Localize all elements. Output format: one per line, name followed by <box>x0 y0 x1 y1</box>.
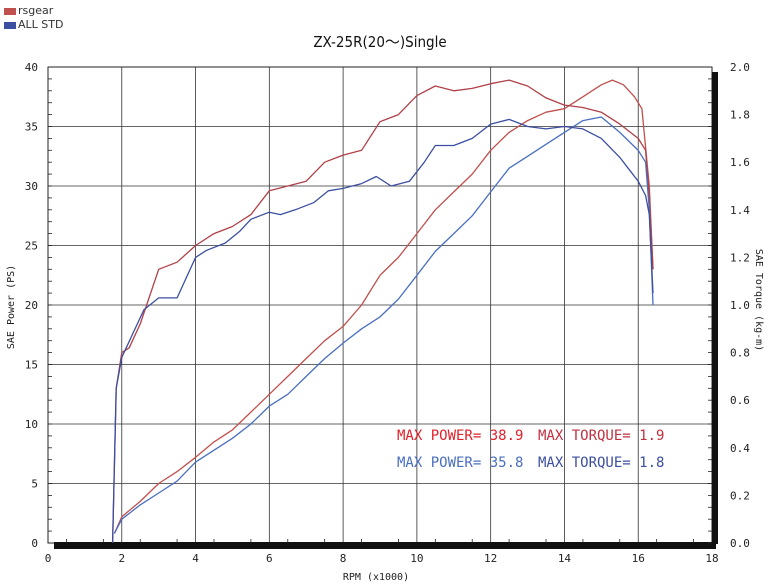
annotation-label: MAX POWER= 38.9 <box>397 428 523 444</box>
x-tick-label: 10 <box>410 552 423 565</box>
y2-axis-bar <box>712 72 718 544</box>
y-tick-label: 30 <box>25 180 38 193</box>
legend-item-rsgear: rsgear <box>4 4 63 18</box>
y2-tick-label: 0.0 <box>730 537 750 550</box>
y2-tick-label: 1.8 <box>730 109 750 122</box>
series-line-all-std-torque <box>111 118 654 544</box>
x-tick-label: 2 <box>118 552 125 565</box>
grid <box>47 66 713 544</box>
y-tick-label: 35 <box>25 121 38 134</box>
y-tick-label: 0 <box>31 537 38 550</box>
axes: 0 2 4 6 8 10 12 14 16 18 0 5 10 15 20 25 30 35 40 0.0 0.2 0.4… <box>25 61 750 565</box>
legend-label-all-std: ALL STD <box>18 18 64 31</box>
x-tick-label: 16 <box>632 552 645 565</box>
legend-item-all-std: ALL STD <box>4 18 63 32</box>
y2-tick-label: 1.4 <box>730 204 750 217</box>
y2-tick-label: 0.4 <box>730 442 750 455</box>
x-tick-label: 14 <box>558 552 572 565</box>
legend: rsgear ALL STD <box>4 4 63 32</box>
legend-swatch-all-std <box>4 21 16 29</box>
y2-tick-label: 0.2 <box>730 489 750 502</box>
y-tick-label: 25 <box>25 240 38 253</box>
y-tick-label: 10 <box>25 418 38 431</box>
x-tick-label: 6 <box>266 552 273 565</box>
x-tick-label: 8 <box>340 552 347 565</box>
x-axis-bar <box>54 542 716 549</box>
series-line-rsgear-power <box>113 79 654 534</box>
y-axis-label: SAE Power (PS) <box>6 265 17 349</box>
series-line-rsgear-torque <box>111 79 654 544</box>
y2-tick-label: 1.0 <box>730 299 750 312</box>
annotations: MAX POWER= 38.9 MAX TORQUE= 1.9 MAX POWER=… <box>397 428 664 471</box>
y-tick-label: 5 <box>31 478 38 491</box>
y2-tick-label: 0.8 <box>730 347 750 360</box>
x-tick-label: 0 <box>45 552 52 565</box>
x-tick-label: 12 <box>484 552 497 565</box>
y2-tick-label: 2.0 <box>730 61 750 74</box>
x-tick-label: 18 <box>705 552 718 565</box>
x-tick-label: 4 <box>192 552 199 565</box>
chart-title: ZX-25R(20～)Single <box>313 33 446 51</box>
y2-axis-label: SAE Torque (kg-m) <box>753 249 764 351</box>
annotation-label: MAX POWER= 35.8 <box>397 455 523 471</box>
y2-tick-label: 1.6 <box>730 156 750 169</box>
y2-tick-label: 0.6 <box>730 394 750 407</box>
annotation-label: MAX TORQUE= 1.9 <box>538 428 664 444</box>
x-axis-label: RPM (x1000) <box>343 572 409 583</box>
y-tick-label: 20 <box>25 299 38 312</box>
y-tick-label: 40 <box>25 61 38 74</box>
legend-swatch-rsgear <box>4 7 16 15</box>
y-tick-label: 15 <box>25 359 38 372</box>
annotation-label: MAX TORQUE= 1.8 <box>538 455 664 471</box>
series-lines <box>111 79 654 544</box>
y2-tick-label: 1.2 <box>730 251 750 264</box>
legend-label-rsgear: rsgear <box>18 4 54 17</box>
series-line-all-std-power <box>113 116 654 534</box>
